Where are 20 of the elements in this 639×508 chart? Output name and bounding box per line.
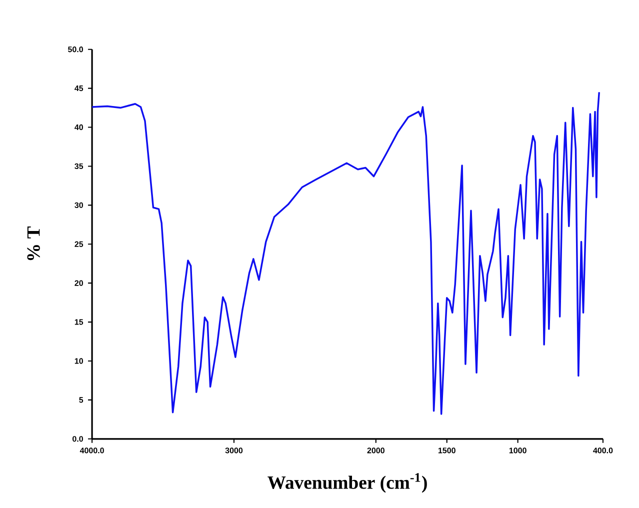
x-tick-label: 1000 [509,447,526,454]
y-axis-title: % T [27,226,40,260]
line-series [92,91,600,415]
y-tick-label: 5 [79,397,84,403]
y-tick-label: 45 [74,85,84,91]
y-tick-label: 35 [74,163,84,169]
y-tick-label: 25 [74,241,84,247]
y-tick-label: 15 [74,319,84,325]
x-tick-label: 4000.0 [80,447,104,454]
y-tick-label: 0.0 [72,436,83,442]
x-tick-label: 2000 [367,447,384,454]
x-tick-label: 400.0 [593,447,613,454]
y-tick-label: 40 [74,124,83,130]
x-tick-label: 1500 [438,447,456,454]
y-tick-label: 50.0 [68,46,83,52]
y-tick-label: 20 [74,280,83,286]
x-tick-label: 3000 [225,447,243,454]
y-tick-label: 30 [74,202,83,208]
y-tick-label: 10 [74,358,83,364]
x-axis-title: Wavenumber (cm$^{-1}$) [268,472,427,493]
